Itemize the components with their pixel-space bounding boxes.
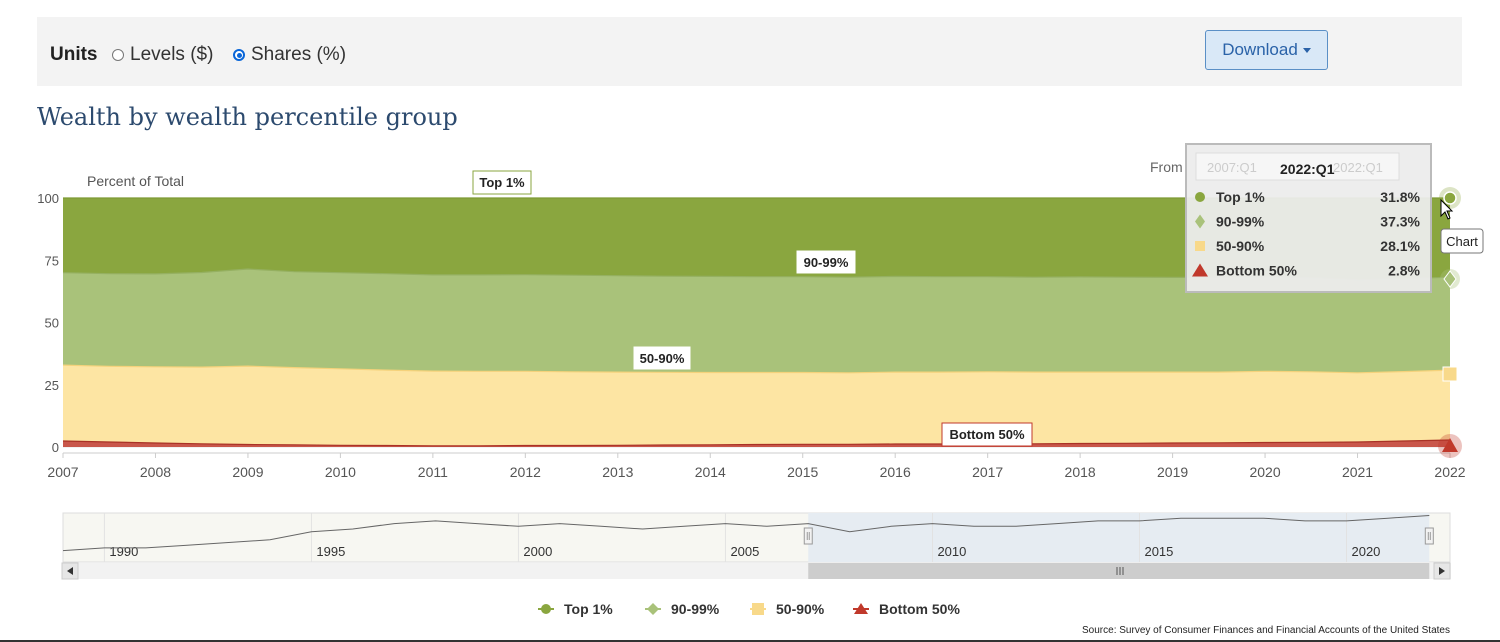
x-tick-label: 2013 [602, 464, 633, 480]
area-90-99 [63, 269, 1450, 373]
legend-marker-square[interactable] [752, 603, 764, 615]
x-tick-label: 2015 [787, 464, 818, 480]
annotation-label: Top 1% [479, 175, 525, 190]
area-bottom-50-line [62, 439, 1451, 447]
tooltip-marker-diamond [1195, 214, 1205, 229]
y-tick-label: 75 [45, 253, 59, 268]
hover-point-top-1 [1443, 191, 1457, 205]
tooltip-series-name: Bottom 50% [1216, 263, 1297, 279]
range-input-bg[interactable] [1195, 152, 1400, 181]
y-axis-label: Percent of Total [87, 173, 184, 189]
area-bottom-50 [63, 440, 1450, 447]
levels-radio-label: Levels ($) [130, 44, 214, 65]
navigator-tick-label: 2005 [730, 544, 759, 559]
navigator-tick-label: 1990 [109, 544, 138, 559]
units-label: Units [50, 44, 98, 65]
x-tick-label: 2008 [140, 464, 171, 480]
shares-radio[interactable]: Shares (%) [233, 44, 346, 66]
hover-point-bottom-50 [1442, 438, 1458, 452]
x-tick-label: 2010 [325, 464, 356, 480]
levels-radio-circle[interactable] [112, 49, 124, 61]
legend-item-label: 50-90% [776, 601, 825, 617]
annotation-label: 50-90% [640, 351, 685, 366]
arrow-left-icon [67, 567, 73, 575]
units-bar: Units Levels ($) Shares (%) Download [37, 17, 1462, 86]
arrow-right-icon [1439, 567, 1445, 575]
navigator-tick-label: 2015 [1144, 544, 1173, 559]
tooltip-series-name: 50-90% [1216, 238, 1265, 254]
x-tick-label: 2014 [695, 464, 726, 480]
source-note: Source: Survey of Consumer Finances and … [1082, 625, 1450, 636]
hover-point-90-99 [1443, 270, 1457, 288]
tooltip-series-value: 31.8% [1380, 189, 1420, 205]
legend-marker-circle[interactable] [541, 604, 551, 614]
tooltip-series-value: 37.3% [1380, 214, 1420, 230]
x-tick-label: 2021 [1342, 464, 1373, 480]
navigator-tick-label: 2020 [1351, 544, 1380, 559]
shares-radio-label: Shares (%) [251, 44, 347, 65]
tooltip-series-value: 28.1% [1380, 238, 1420, 254]
hover-point-50-90 [1442, 366, 1458, 382]
navigator-handle-left[interactable] [803, 527, 813, 545]
legend-marker-diamond[interactable] [647, 603, 659, 615]
annotation-flag [472, 170, 532, 195]
legend-item-label: Top 1% [564, 601, 613, 617]
chart-title: Wealth by wealth percentile group [37, 103, 458, 131]
area-top-1 [63, 198, 1450, 280]
x-tick-label: 2011 [418, 464, 448, 480]
cursor-icon [1440, 198, 1454, 220]
annotation-label: 90-99% [804, 255, 849, 270]
tooltip-period: 2022:Q1 [1280, 161, 1335, 177]
y-tick-label: 0 [52, 440, 59, 455]
y-tick-label: 25 [45, 378, 59, 393]
chart-hover-tooltip [1440, 228, 1484, 254]
tooltip-marker-triangle [1192, 263, 1208, 277]
shares-radio-circle[interactable] [233, 49, 245, 61]
navigator-selection [808, 513, 1430, 562]
bottom-divider [0, 640, 1500, 642]
legend-item-label: 90-99% [671, 601, 720, 617]
x-tick-label: 2007 [47, 464, 78, 480]
annotation-flag [941, 422, 1033, 447]
x-tick-label: 2020 [1249, 464, 1280, 480]
tooltip-marker-square [1195, 241, 1205, 251]
chart-hover-tooltip-text: Chart [1446, 234, 1478, 249]
range-to-input: 2022:Q1 [1333, 160, 1383, 175]
area-50-90 [63, 365, 1450, 446]
tooltip-series-value: 2.8% [1388, 263, 1420, 279]
tooltip-series-name: Top 1% [1216, 189, 1265, 205]
x-tick-label: 2018 [1065, 464, 1096, 480]
download-label: Download [1222, 40, 1298, 59]
y-tick-label: 100 [37, 191, 59, 206]
x-tick-label: 2019 [1157, 464, 1188, 480]
tooltip-series-name: 90-99% [1216, 214, 1265, 230]
legend-item-label: Bottom 50% [879, 601, 960, 617]
navigator-tick-label: 2010 [937, 544, 966, 559]
tooltip-marker-circle [1195, 192, 1205, 202]
navigator-series-line [62, 515, 1430, 552]
navigator-handle-right[interactable] [1424, 527, 1434, 545]
levels-radio[interactable]: Levels ($) [112, 44, 213, 66]
annotation-flag [796, 250, 856, 274]
annotation-label: Bottom 50% [949, 427, 1025, 442]
annotation-flag [633, 346, 691, 370]
x-tick-label: 2012 [510, 464, 541, 480]
x-tick-label: 2009 [232, 464, 263, 480]
x-tick-label: 2022 [1434, 464, 1465, 480]
scrollbar-thumb[interactable] [808, 563, 1430, 579]
x-tick-label: 2017 [972, 464, 1003, 480]
range-from-label: From [1150, 159, 1183, 175]
navigator-tick-label: 2000 [523, 544, 552, 559]
area-50-90-line [62, 364, 1451, 374]
chevron-down-icon [1302, 47, 1311, 53]
navigator-tick-label: 1995 [316, 544, 345, 559]
y-tick-label: 50 [45, 316, 59, 331]
download-button[interactable]: Download [1205, 30, 1328, 70]
x-tick-label: 2016 [880, 464, 911, 480]
legend-marker-triangle[interactable] [854, 603, 868, 614]
range-from-input: 2007:Q1 [1207, 160, 1257, 175]
